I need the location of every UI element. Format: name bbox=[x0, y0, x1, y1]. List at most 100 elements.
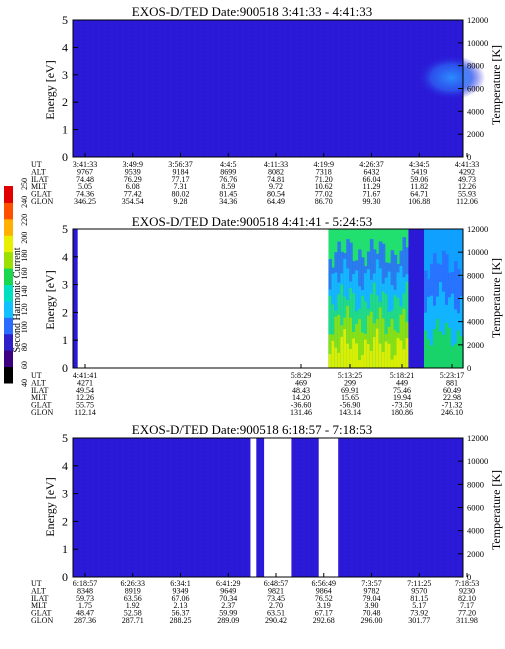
spectrogram-column-band bbox=[352, 338, 356, 368]
table-cell: 86.70 bbox=[315, 197, 333, 206]
table-cell: 67.17 bbox=[315, 609, 333, 618]
table-cell: 64.71 bbox=[410, 190, 428, 199]
y-tick-label: 5 bbox=[62, 431, 68, 445]
table-cell: 77.20 bbox=[458, 609, 476, 618]
table-cell: 9649 bbox=[220, 586, 236, 595]
table-cell: 5.05 bbox=[78, 182, 92, 191]
table-cell: 99.30 bbox=[363, 197, 381, 206]
table-cell: 70.48 bbox=[363, 609, 381, 618]
table-cell: 8082 bbox=[268, 167, 284, 176]
y2-tick-label: 6000 bbox=[467, 84, 484, 94]
row-label: ILAT bbox=[31, 175, 48, 184]
spectrogram-column-band bbox=[358, 319, 362, 368]
spectrogram-column-band bbox=[439, 282, 443, 368]
table-cell: 2.13 bbox=[174, 601, 188, 610]
row-label: ALT bbox=[31, 378, 46, 387]
table-cell: 60.49 bbox=[443, 386, 461, 395]
table-cell: 143.14 bbox=[339, 408, 361, 417]
spectrogram-column-band bbox=[337, 352, 341, 368]
table-cell: 354.54 bbox=[122, 197, 144, 206]
spectrogram-column-band bbox=[439, 331, 443, 368]
table-cell: 6:26:33 bbox=[121, 579, 145, 588]
spectrogram-column-band bbox=[399, 340, 404, 368]
data-gap-1 bbox=[264, 438, 292, 577]
panel-3-title: EXOS-D/TED Date:900518 6:18:57 - 7:18:53 bbox=[132, 422, 372, 437]
spectrogram-column-band bbox=[393, 330, 398, 368]
table-cell: 289.09 bbox=[217, 616, 239, 625]
spectrogram-column-band bbox=[361, 354, 365, 368]
table-cell: 4:11:33 bbox=[264, 160, 288, 169]
table-cell: 112.14 bbox=[74, 408, 96, 417]
panel-1-plot-area: 0 1 2 3 4 5 0 2000 4000 6000 8000 10000 12000 bbox=[62, 13, 488, 164]
y-tick-label: 1 bbox=[62, 542, 68, 556]
y-tick-label: 1 bbox=[62, 123, 68, 137]
spectrogram-column-band bbox=[451, 293, 455, 368]
table-cell: 59.06 bbox=[410, 175, 428, 184]
colorbar-tick-label: 180 bbox=[20, 250, 29, 262]
table-cell: 79.04 bbox=[363, 594, 381, 603]
colorbar-tick-label: 40 bbox=[20, 379, 29, 387]
table-cell: 881 bbox=[446, 378, 458, 387]
table-cell: 67.06 bbox=[172, 594, 190, 603]
table-cell: 12.26 bbox=[76, 393, 94, 402]
spectrogram-column-band bbox=[363, 339, 368, 368]
colorbar-swatch bbox=[4, 333, 13, 351]
table-cell: 76.29 bbox=[124, 175, 142, 184]
row-label: ALT bbox=[31, 167, 46, 176]
table-cell: 9539 bbox=[125, 167, 141, 176]
colorbar-tick-label: 220 bbox=[20, 214, 29, 226]
table-cell: 9570 bbox=[411, 586, 427, 595]
table-cell: 70.34 bbox=[219, 594, 237, 603]
table-cell: 9782 bbox=[364, 586, 380, 595]
table-cell: 5.17 bbox=[412, 601, 426, 610]
spectrogram-column-band bbox=[334, 316, 338, 368]
table-cell: 74.36 bbox=[76, 190, 94, 199]
y-tick-label: 2 bbox=[62, 95, 68, 109]
spectrogram-column-band bbox=[328, 334, 333, 368]
table-cell: 3.19 bbox=[317, 601, 331, 610]
table-cell: 1.75 bbox=[78, 601, 92, 610]
spectrogram-column-band bbox=[381, 351, 386, 368]
spectrogram-column-band bbox=[430, 345, 434, 368]
y2-tick-label: 8000 bbox=[467, 270, 484, 280]
table-cell: 6:18:57 bbox=[73, 579, 97, 588]
table-cell: 11.82 bbox=[410, 182, 428, 191]
table-cell: 7.31 bbox=[174, 182, 188, 191]
spectrogram-column-band bbox=[328, 295, 333, 368]
table-cell: 7:18:53 bbox=[455, 579, 479, 588]
table-cell: 131.46 bbox=[290, 408, 312, 417]
spectrogram-column-band bbox=[384, 294, 389, 368]
spectrogram-column-band bbox=[328, 353, 333, 368]
table-cell: -56.90 bbox=[340, 401, 361, 410]
panel-2-ylabel2: Temperature [K] bbox=[489, 258, 503, 338]
table-cell: 287.71 bbox=[122, 616, 144, 625]
data-segment-1 bbox=[328, 229, 409, 368]
table-cell: 63.56 bbox=[124, 594, 142, 603]
row-label: ILAT bbox=[31, 386, 48, 395]
spectrogram-column-band bbox=[334, 347, 338, 368]
table-cell: 3:56:37 bbox=[168, 160, 192, 169]
table-cell: 63.51 bbox=[267, 609, 285, 618]
row-label: UT bbox=[31, 160, 42, 169]
table-cell: 4:26:37 bbox=[359, 160, 383, 169]
row-label: GLAT bbox=[31, 190, 52, 199]
table-cell: 49.54 bbox=[76, 386, 94, 395]
row-label: GLAT bbox=[31, 609, 52, 618]
table-cell: 48.47 bbox=[76, 609, 94, 618]
y-tick-label: 4 bbox=[62, 40, 68, 54]
colorbar-tick-label: 250 bbox=[20, 178, 29, 190]
table-cell: 4271 bbox=[77, 378, 93, 387]
table-cell: 3.90 bbox=[365, 601, 379, 610]
y2-tick-label: 8000 bbox=[467, 61, 484, 71]
table-cell: 6.08 bbox=[126, 182, 140, 191]
y2-tick-label: 4000 bbox=[467, 317, 484, 327]
table-cell: 9821 bbox=[268, 586, 284, 595]
spectrogram-column-band bbox=[331, 340, 335, 368]
table-cell: 3:49:9 bbox=[123, 160, 143, 169]
spectrogram-column-band bbox=[340, 336, 344, 368]
spectrogram-column-band bbox=[358, 360, 362, 368]
table-cell: 22.98 bbox=[443, 393, 461, 402]
